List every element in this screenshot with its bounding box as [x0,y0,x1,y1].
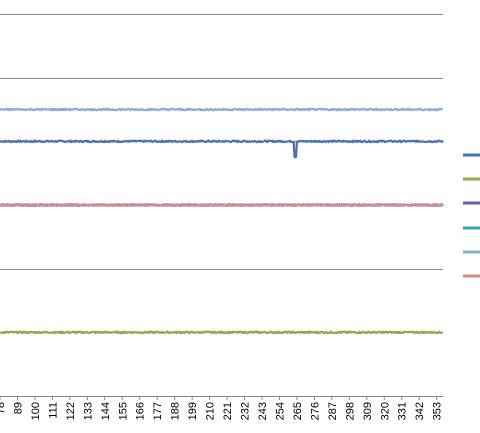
x-tick-label-10: 188 [170,402,182,420]
series-line-s1 [0,139,444,159]
x-tick-label-9: 177 [152,402,164,420]
x-tick-label-25: 353 [432,402,444,420]
x-tick-label-17: 265 [292,402,304,420]
x-tick-label-24: 342 [414,402,426,420]
x-tick-label-18: 276 [309,402,321,420]
x-tick-label-16: 254 [274,402,286,420]
x-tick-label-12: 210 [205,402,217,420]
x-tick-label-22: 320 [379,402,391,420]
x-tick-label-19: 287 [327,402,339,420]
series-line-s5 [0,107,444,112]
x-tick-label-21: 309 [362,402,374,420]
x-tick-label-0: 78 [0,402,7,414]
x-tick-label-15: 243 [257,402,269,420]
x-tick-label-11: 199 [187,402,199,420]
x-tick-label-2: 100 [30,402,42,420]
x-tick-label-7: 155 [117,402,129,420]
x-tick-label-4: 122 [65,402,77,420]
x-tick-label-20: 298 [344,402,356,420]
x-tick-label-14: 232 [240,402,252,420]
x-tick-label-1: 89 [12,402,24,414]
x-tick-label-23: 331 [397,402,409,420]
x-tick-label-13: 221 [222,402,234,420]
series-line-s6 [0,203,444,207]
x-tick-label-8: 166 [135,402,147,420]
x-tick-label-6: 144 [100,402,112,420]
x-tick-label-5: 133 [82,402,94,420]
x-tick-label-3: 111 [47,402,59,419]
series-line-s2 [0,330,444,335]
